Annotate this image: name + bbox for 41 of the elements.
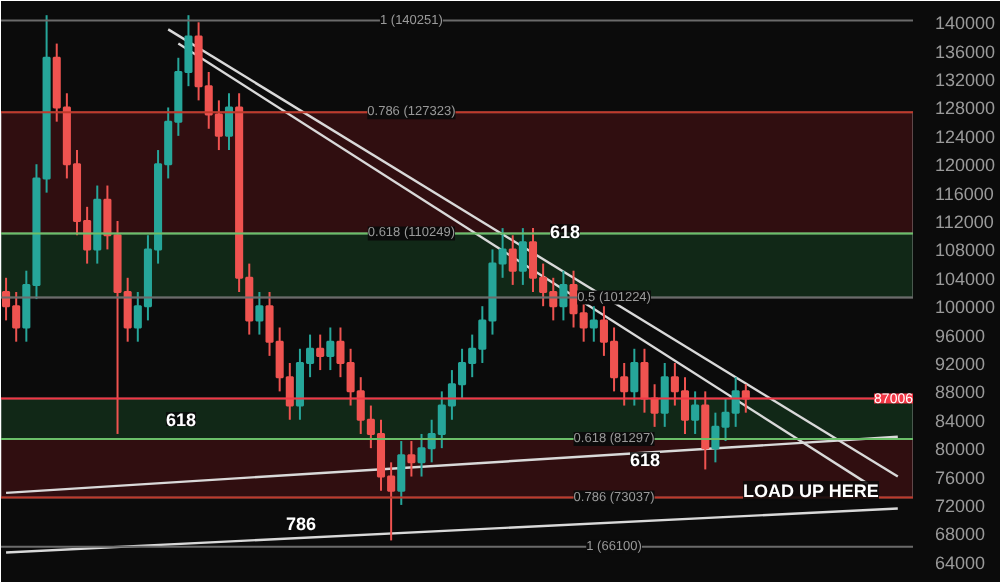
candlestick xyxy=(630,347,639,407)
candlestick xyxy=(326,326,335,372)
y-tick-label: 80000 xyxy=(935,439,986,460)
annotation: LOAD UP HERE xyxy=(742,481,879,501)
y-tick-label: 92000 xyxy=(935,353,986,374)
annotation: 618 xyxy=(629,450,661,470)
y-tick-label: 140000 xyxy=(935,13,996,34)
y-tick-label: 116000 xyxy=(935,183,994,204)
candlestick xyxy=(640,347,649,414)
y-tick-label: 124000 xyxy=(935,126,996,147)
y-tick-label: 64000 xyxy=(935,552,986,573)
y-tick-label: 120000 xyxy=(935,155,996,176)
candlestick xyxy=(559,269,568,322)
y-tick-label: 88000 xyxy=(935,382,986,403)
candlestick xyxy=(518,227,527,286)
candlestick xyxy=(316,333,325,372)
y-tick-label: 108000 xyxy=(935,240,996,261)
candlestick xyxy=(691,390,700,435)
candlestick xyxy=(660,361,669,428)
candlestick xyxy=(650,383,659,428)
y-tick-label: 68000 xyxy=(935,524,986,545)
y-tick-label: 128000 xyxy=(935,98,996,119)
annotation: 618 xyxy=(165,410,197,430)
y-tick-label: 84000 xyxy=(935,410,986,431)
candlestick xyxy=(589,305,598,343)
y-tick-label: 72000 xyxy=(935,495,986,516)
candlestick xyxy=(407,440,416,478)
annotation: 618 xyxy=(549,222,581,242)
y-tick-label: 132000 xyxy=(935,70,996,91)
candlestick xyxy=(397,440,406,506)
candlestick xyxy=(508,234,517,286)
candlestick xyxy=(255,291,264,336)
candlestick xyxy=(224,92,234,152)
y-tick-label: 112000 xyxy=(935,212,994,233)
y-tick-label: 76000 xyxy=(935,467,986,488)
y-tick-label: 104000 xyxy=(935,268,996,289)
candlestick xyxy=(701,390,710,471)
annotation: 786 xyxy=(285,514,317,534)
y-tick-label: 100000 xyxy=(935,297,996,318)
y-tick-label: 136000 xyxy=(935,41,996,62)
y-tick-label: 96000 xyxy=(935,325,986,346)
